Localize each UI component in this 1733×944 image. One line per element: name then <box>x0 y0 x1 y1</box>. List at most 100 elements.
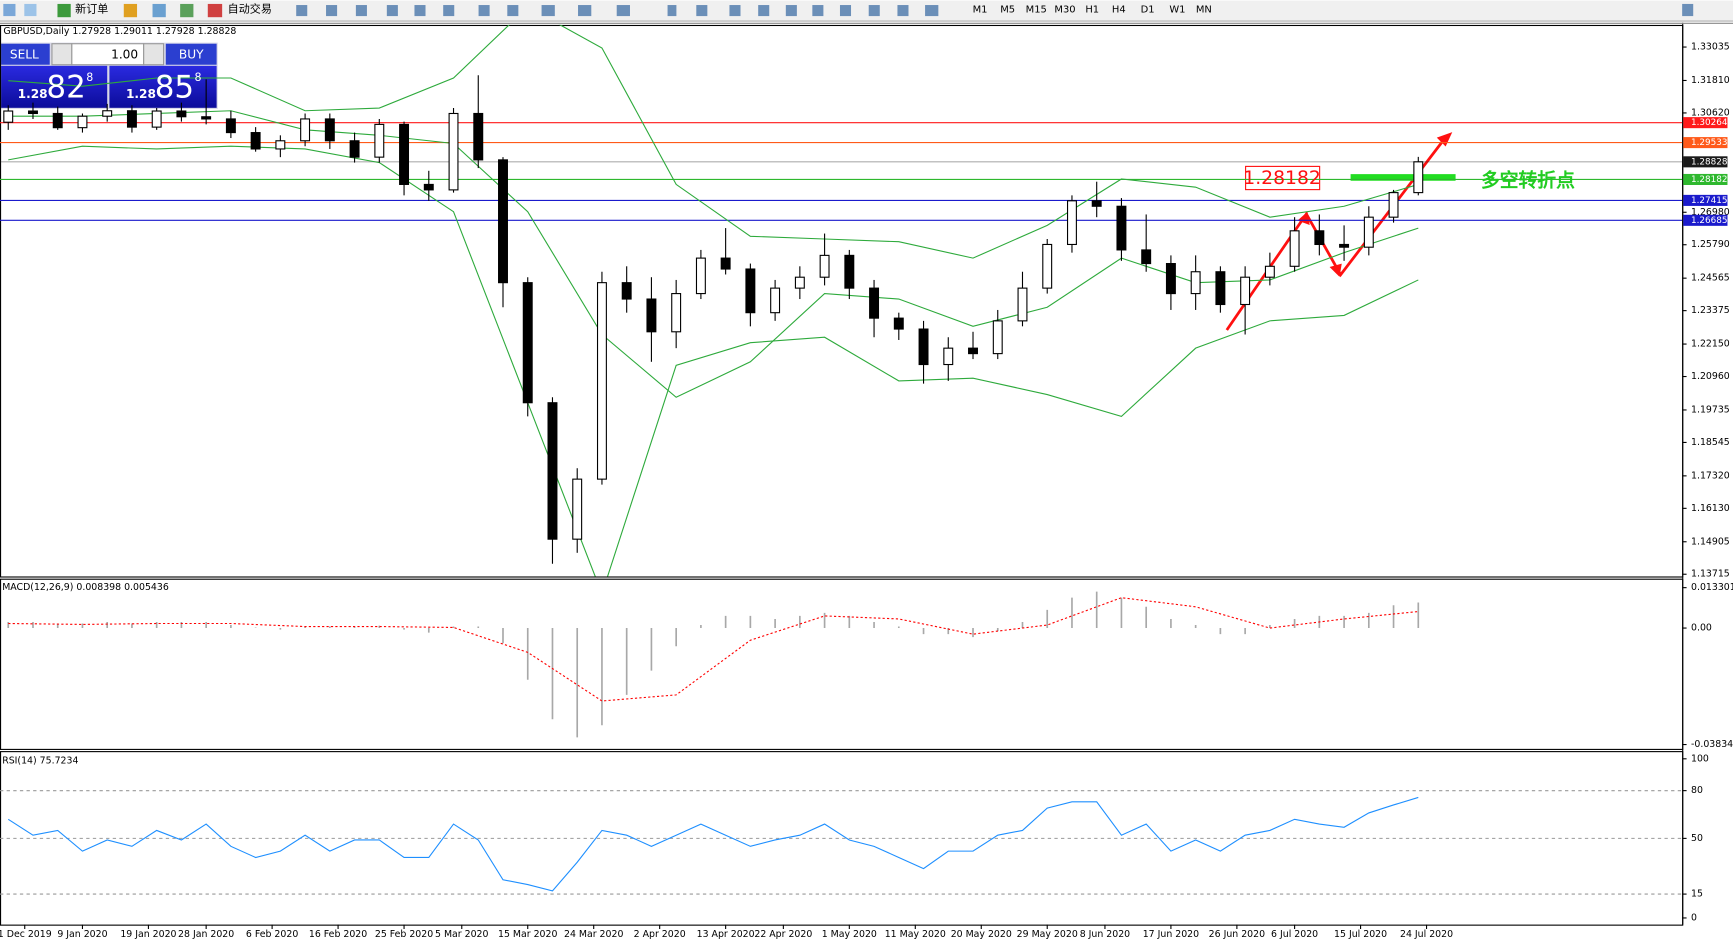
icon[interactable] <box>123 3 138 18</box>
x-tick-label: 28 Jan 2020 <box>178 929 234 940</box>
y-tick-label: 1.26980 <box>1691 207 1730 218</box>
timeframe-button[interactable]: M15 <box>1026 4 1047 15</box>
icon[interactable] <box>152 3 166 18</box>
icon[interactable] <box>578 5 592 17</box>
icon[interactable] <box>667 5 677 17</box>
lot-up[interactable] <box>143 43 165 66</box>
buy-label[interactable]: BUY <box>179 47 204 61</box>
timeframe-button[interactable]: MN <box>1196 4 1212 15</box>
candle-body <box>522 282 533 404</box>
buy-price-box[interactable] <box>109 65 217 108</box>
price-level-label-bg <box>1683 137 1728 149</box>
x-tick-label: 2 Apr 2020 <box>634 929 686 940</box>
price-pips: 85 <box>155 70 194 106</box>
toolbar-icons <box>296 3 1694 17</box>
sell-label[interactable]: SELL <box>10 47 39 61</box>
y-tick-label: 1.18545 <box>1691 437 1730 448</box>
price-big: 1.28 <box>126 87 156 101</box>
chart-title: GBPUSD,Daily 1.27928 1.29011 1.27928 1.2… <box>3 26 236 37</box>
icon[interactable] <box>24 3 37 17</box>
icon[interactable] <box>812 5 824 17</box>
icon[interactable] <box>443 5 455 17</box>
candle-body <box>324 118 335 142</box>
candle-body <box>126 110 137 128</box>
bollinger-lower <box>8 145 1419 577</box>
sell-button[interactable] <box>1 43 50 65</box>
icon[interactable] <box>785 5 797 17</box>
timeframe-button[interactable]: H4 <box>1112 4 1126 15</box>
candle-body <box>399 123 410 185</box>
icon[interactable] <box>507 5 519 17</box>
timeframe-button[interactable]: M30 <box>1054 4 1075 15</box>
x-tick-label: 25 Feb 2020 <box>375 929 433 940</box>
price-level-label-bg <box>1683 117 1728 129</box>
icon[interactable] <box>839 5 852 17</box>
candle-body <box>1240 276 1251 306</box>
x-tick-label: 24 Jul 2020 <box>1400 929 1453 940</box>
y-tick-label: 1.19735 <box>1691 404 1730 415</box>
icon[interactable] <box>386 5 398 17</box>
price-point: 8 <box>195 71 202 84</box>
buy-button[interactable] <box>165 43 217 65</box>
candle-body <box>893 317 904 330</box>
icon[interactable] <box>1682 3 1694 17</box>
annotation-price: 1.28182 <box>1243 168 1321 189</box>
y-tick-label: 1.30620 <box>1691 107 1730 118</box>
icon[interactable] <box>326 5 338 17</box>
candle-body <box>300 118 311 142</box>
price-level-label: 1.29533 <box>1691 138 1728 148</box>
sell-price-box[interactable] <box>1 65 108 108</box>
price-level-label: 1.28828 <box>1691 157 1728 167</box>
candle-body <box>918 328 929 366</box>
icon[interactable] <box>355 5 367 17</box>
bollinger-upper <box>8 24 1419 259</box>
timeframe-button[interactable]: M1 <box>973 4 988 15</box>
icon[interactable] <box>925 5 939 17</box>
candle-body <box>423 183 434 191</box>
icon[interactable] <box>3 3 16 17</box>
trade-panel <box>0 42 218 109</box>
icon[interactable] <box>478 5 490 17</box>
candle-body <box>349 140 360 158</box>
candle-body <box>1165 263 1176 295</box>
candle-body <box>1091 200 1102 207</box>
icon[interactable] <box>696 5 708 17</box>
timeframe-button[interactable]: M5 <box>1000 4 1015 15</box>
icon[interactable] <box>180 3 194 18</box>
toolbar-button[interactable]: 新订单 <box>75 1 108 15</box>
y-tick-label: 50 <box>1691 833 1703 844</box>
candle-body <box>646 298 657 333</box>
icon[interactable] <box>729 5 741 17</box>
icon[interactable] <box>207 3 223 18</box>
candle-body <box>869 287 880 319</box>
price-level-label: 1.27415 <box>1691 196 1728 206</box>
price-big: 1.28 <box>18 87 48 101</box>
timeframe-button[interactable]: H1 <box>1085 4 1099 15</box>
timeframe-button[interactable]: D1 <box>1141 4 1155 15</box>
x-tick-label: 15 Jul 2020 <box>1334 929 1387 940</box>
y-tick-label: 1.24565 <box>1691 273 1730 284</box>
icon[interactable] <box>758 5 770 17</box>
x-tick-label: 1 Dec 2019 <box>0 929 52 940</box>
candle-body <box>374 123 385 158</box>
candle-body <box>621 282 632 300</box>
icon[interactable] <box>616 5 630 17</box>
icon[interactable] <box>57 3 71 18</box>
x-tick-label: 15 Mar 2020 <box>498 929 557 940</box>
toolbar-button[interactable]: 自动交易 <box>228 1 272 15</box>
candle-body <box>968 347 978 355</box>
lot-down[interactable] <box>51 43 73 66</box>
icon[interactable] <box>541 5 555 17</box>
candle-body <box>1289 230 1300 267</box>
icon[interactable] <box>868 5 880 17</box>
candle-body <box>1363 216 1374 248</box>
y-tick-label: 100 <box>1691 753 1709 764</box>
icon[interactable] <box>296 5 308 17</box>
candle-body <box>1215 271 1226 306</box>
timeframe-button[interactable]: W1 <box>1169 4 1185 15</box>
icon[interactable] <box>414 5 426 17</box>
candle-body <box>151 110 162 128</box>
icon[interactable] <box>897 5 909 17</box>
lot-value[interactable]: 1.00 <box>111 47 138 61</box>
